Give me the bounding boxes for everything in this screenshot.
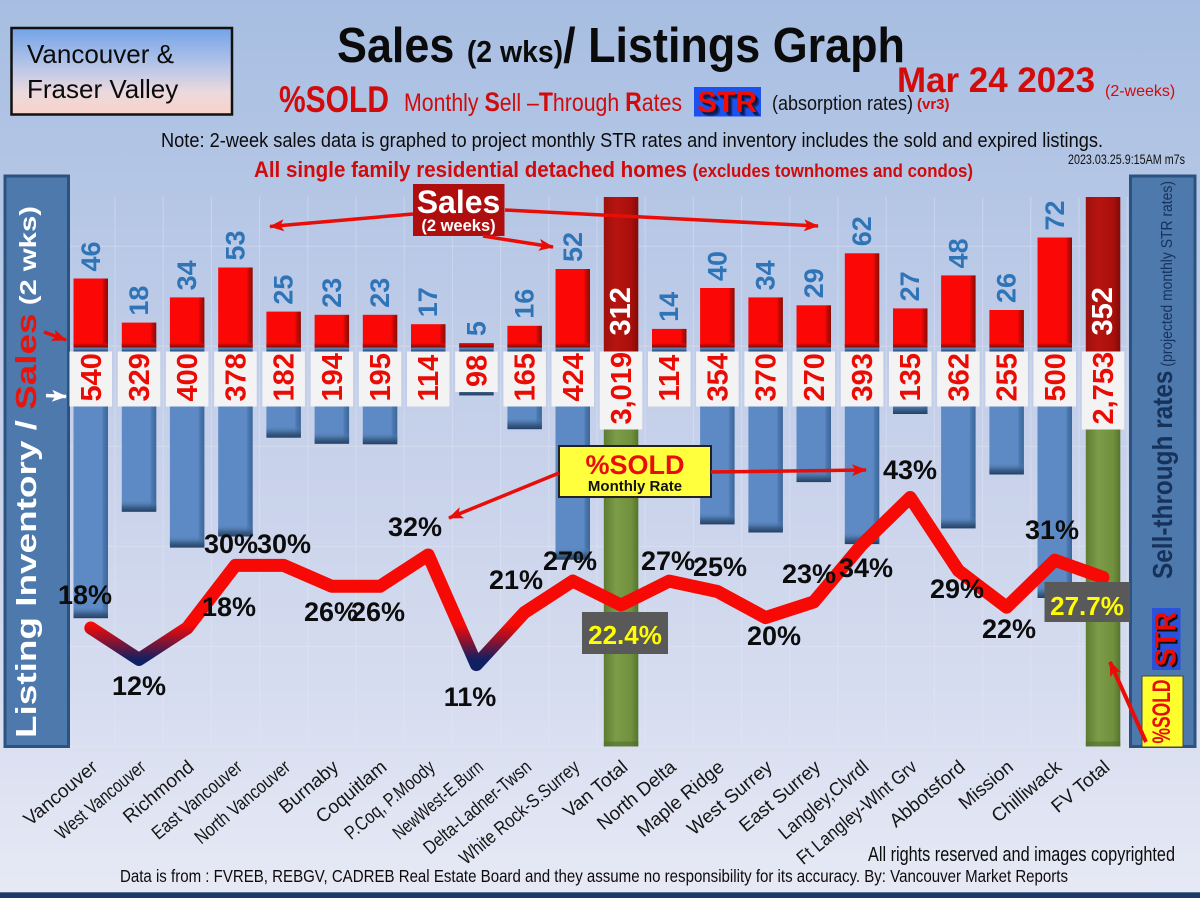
- svg-text:Data is from : FVREB, REBGV, C: Data is from : FVREB, REBGV, CADREB Real…: [120, 866, 1068, 886]
- svg-text:Vancouver &: Vancouver &: [27, 39, 174, 69]
- svg-text:Sell-through rates (projected: Sell-through rates (projected monthly ST…: [1147, 181, 1178, 579]
- svg-text:378: 378: [220, 353, 252, 401]
- svg-text:STR: STR: [1150, 611, 1183, 666]
- svg-text:2023.03.25.9:15AM m7s: 2023.03.25.9:15AM m7s: [1068, 152, 1185, 167]
- svg-text:22.4%: 22.4%: [588, 620, 662, 650]
- svg-text:All rights reserved and image: All rights reserved and images copyright…: [868, 844, 1175, 866]
- svg-text:Fraser Valley: Fraser Valley: [27, 74, 178, 104]
- svg-text:%SOLD: %SOLD: [1148, 680, 1176, 744]
- svg-text:98: 98: [461, 355, 493, 387]
- svg-text:Monthly Sell –Through Rates: Monthly Sell –Through Rates: [404, 87, 682, 117]
- svg-text:370: 370: [751, 353, 783, 401]
- svg-text:%SOLD: %SOLD: [279, 79, 389, 120]
- svg-text:17: 17: [413, 287, 443, 317]
- svg-text:393: 393: [847, 353, 879, 401]
- svg-text:Listing Inventory / Sales (2: Listing Inventory / Sales (2 wks): [11, 206, 43, 738]
- svg-text:30%: 30%: [204, 529, 258, 559]
- svg-text:34%: 34%: [839, 553, 893, 583]
- svg-text:72: 72: [1040, 200, 1070, 230]
- svg-text:400: 400: [172, 353, 204, 401]
- svg-text:23: 23: [365, 278, 395, 308]
- svg-text:27%: 27%: [641, 546, 695, 576]
- svg-text:62: 62: [847, 216, 877, 246]
- svg-text:182: 182: [269, 353, 301, 401]
- svg-text:32%: 32%: [388, 512, 442, 542]
- svg-text:354: 354: [702, 353, 734, 401]
- svg-text:16: 16: [510, 289, 540, 319]
- svg-text:114: 114: [413, 355, 445, 402]
- svg-text:STR: STR: [701, 90, 761, 123]
- svg-text:27.7%: 27.7%: [1050, 591, 1124, 621]
- svg-text:21%: 21%: [489, 565, 543, 595]
- svg-text:194: 194: [317, 353, 349, 401]
- svg-text:12%: 12%: [112, 671, 166, 701]
- svg-text:270: 270: [799, 353, 831, 401]
- svg-text:48: 48: [943, 238, 973, 268]
- svg-text:29%: 29%: [930, 574, 984, 604]
- svg-text:Monthly Rate: Monthly Rate: [588, 478, 682, 495]
- svg-text:Mar 24 2023: Mar 24 2023: [897, 61, 1095, 100]
- svg-text:All single family residential: All single family residential detached h…: [254, 157, 973, 182]
- svg-text:25: 25: [269, 275, 299, 305]
- svg-text:329: 329: [124, 353, 156, 401]
- svg-text:26%: 26%: [351, 597, 405, 627]
- svg-text:540: 540: [76, 353, 108, 401]
- svg-text:22%: 22%: [982, 614, 1036, 644]
- svg-text:312: 312: [605, 287, 637, 335]
- svg-text:5: 5: [461, 321, 491, 336]
- svg-text:165: 165: [510, 353, 542, 401]
- svg-text:352: 352: [1087, 287, 1119, 335]
- svg-text:52: 52: [558, 232, 588, 262]
- svg-text:46: 46: [76, 241, 106, 271]
- svg-text:2,753: 2,753: [1088, 352, 1120, 425]
- svg-text:Note: 2-week sales data is gra: Note: 2-week sales data is graphed to pr…: [161, 130, 1103, 152]
- svg-text:18%: 18%: [58, 580, 112, 610]
- svg-text:27%: 27%: [543, 546, 597, 576]
- svg-text:29: 29: [799, 268, 829, 298]
- svg-text:(vr3): (vr3): [917, 96, 950, 113]
- svg-text:STR: STR: [1152, 613, 1185, 668]
- svg-text:23%: 23%: [782, 559, 836, 589]
- svg-text:135: 135: [895, 353, 927, 401]
- svg-text:STR: STR: [697, 86, 757, 119]
- svg-text:34: 34: [751, 260, 781, 290]
- svg-text:(absorption rates): (absorption rates): [772, 93, 913, 115]
- svg-text:23: 23: [317, 278, 347, 308]
- svg-text:40: 40: [702, 251, 732, 281]
- svg-text:Sales: Sales: [417, 184, 501, 220]
- svg-text:31%: 31%: [1025, 515, 1079, 545]
- svg-text:14: 14: [654, 292, 684, 322]
- svg-text:26%: 26%: [304, 597, 358, 627]
- svg-text:34: 34: [172, 260, 202, 290]
- svg-text:114: 114: [654, 355, 686, 402]
- svg-text:255: 255: [992, 353, 1024, 401]
- svg-text:27: 27: [895, 271, 925, 301]
- svg-text:11%: 11%: [444, 682, 497, 712]
- svg-text:STR: STR: [700, 89, 760, 122]
- svg-text:53: 53: [220, 230, 250, 260]
- svg-text:362: 362: [943, 353, 975, 401]
- svg-text:3,019: 3,019: [606, 352, 638, 425]
- svg-text:25%: 25%: [693, 552, 747, 582]
- svg-text:%SOLD: %SOLD: [585, 450, 684, 480]
- svg-text:43%: 43%: [883, 455, 937, 485]
- svg-text:Sales (2 wks)/ Listings Graph: Sales (2 wks)/ Listings Graph: [337, 19, 905, 73]
- svg-text:30%: 30%: [257, 529, 311, 559]
- svg-text:20%: 20%: [747, 621, 801, 651]
- svg-text:(2 weeks): (2 weeks): [421, 217, 495, 235]
- svg-text:26: 26: [992, 273, 1022, 303]
- svg-text:195: 195: [365, 353, 397, 401]
- svg-text:18: 18: [124, 286, 154, 316]
- svg-text:18%: 18%: [202, 592, 256, 622]
- svg-text:500: 500: [1040, 353, 1072, 401]
- svg-text:(2-weeks): (2-weeks): [1105, 83, 1175, 100]
- svg-text:424: 424: [558, 353, 590, 401]
